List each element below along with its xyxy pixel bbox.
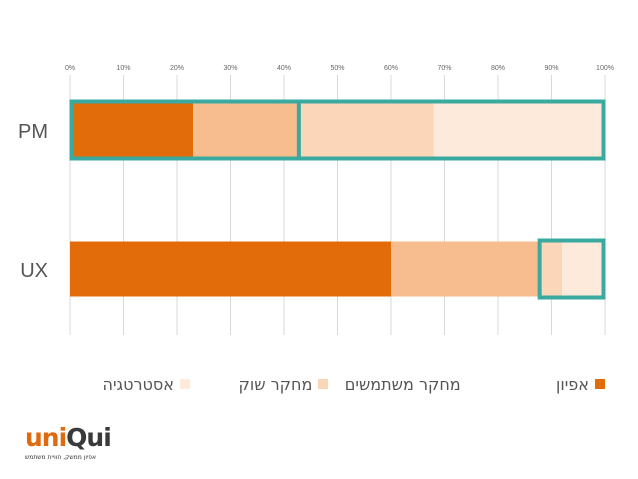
x-tick-label: 10% xyxy=(116,65,130,72)
legend-swatch xyxy=(318,379,329,389)
bar-segment xyxy=(193,102,298,158)
x-tick-label: 60% xyxy=(384,65,398,72)
highlight-outline xyxy=(537,238,606,300)
bar-segment xyxy=(70,102,194,158)
bar-segment xyxy=(70,241,391,297)
legend-label: מחקר שוק xyxy=(238,374,313,394)
x-tick-label: 30% xyxy=(223,65,237,72)
x-tick-label: 100% xyxy=(596,65,614,72)
x-tick-label: 40% xyxy=(277,65,291,72)
bar-segment xyxy=(538,241,563,297)
logo-word-part2: Qui xyxy=(66,423,112,452)
x-tick-label: 0% xyxy=(65,65,75,72)
chart-legend: אפיון מחקר משתמשים מחקר שוק אסטרטגיה xyxy=(70,372,605,396)
legend-label: אסטרטגיה xyxy=(102,374,174,394)
legend-item: אסטרטגיה xyxy=(70,375,190,394)
legend-item: מחקר שוק xyxy=(208,374,329,394)
x-tick-label: 80% xyxy=(491,65,505,72)
legend-item: מחקר משתמשים xyxy=(344,374,467,394)
logo-word-part1: uni xyxy=(25,423,67,452)
uniqui-logo: uniQui אפיון ממשק, חוויית משתמש xyxy=(25,424,135,464)
highlight-outline xyxy=(296,99,606,161)
bar-segment xyxy=(297,102,434,158)
legend-item: אפיון xyxy=(485,375,605,394)
x-tick-label: 90% xyxy=(544,65,558,72)
logo-tagline: אפיון ממשק, חוויית משתמש xyxy=(25,454,97,461)
x-tick-label: 50% xyxy=(330,65,344,72)
legend-swatch xyxy=(594,379,605,389)
bar-segment xyxy=(562,241,605,297)
bar-segment xyxy=(391,241,539,297)
legend-label: אפיון xyxy=(556,374,589,394)
x-tick-label: 70% xyxy=(437,65,451,72)
legend-swatch xyxy=(180,379,190,389)
legend-label: מחקר משתמשים xyxy=(344,374,461,394)
logo-wordmark: uniQui xyxy=(25,423,112,452)
x-tick-label: 20% xyxy=(170,65,184,72)
category-label: PM xyxy=(18,121,48,143)
bar-segment xyxy=(433,102,605,158)
category-label: UX xyxy=(20,260,48,282)
